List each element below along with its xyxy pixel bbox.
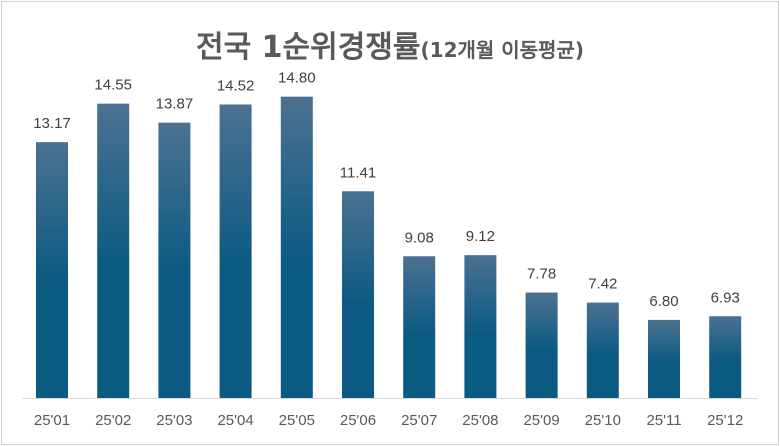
bar (709, 316, 742, 398)
data-label: 9.08 (405, 229, 434, 246)
x-tick-label: 25'08 (462, 412, 498, 429)
bar (342, 191, 374, 398)
x-tick-label: 25'04 (217, 412, 253, 429)
bar (586, 302, 619, 398)
x-tick-label: 25'10 (585, 412, 621, 429)
x-tick-label: 25'05 (279, 412, 315, 429)
data-label: 9.12 (466, 228, 495, 245)
data-label: 14.52 (217, 77, 255, 94)
title-main: 전국 1순위경쟁률 (195, 30, 421, 65)
x-tick-label: 25'01 (34, 412, 70, 429)
data-label: 14.80 (278, 70, 316, 87)
bar (648, 319, 680, 398)
x-tick-label: 25'12 (707, 412, 743, 429)
data-label: 13.87 (156, 96, 194, 113)
bar (280, 96, 313, 399)
x-tick-label: 25'09 (523, 412, 559, 429)
bar (158, 122, 191, 398)
data-label: 13.17 (33, 115, 71, 132)
title-subtitle: (12개월 이동평균) (420, 38, 584, 62)
bar (525, 292, 558, 398)
bar (403, 256, 436, 398)
data-label: 7.78 (527, 266, 556, 283)
bar (464, 255, 497, 398)
x-tick-label: 25'02 (95, 412, 131, 429)
data-label: 6.80 (649, 293, 678, 310)
x-tick-label: 25'07 (401, 412, 437, 429)
data-label: 7.42 (588, 276, 617, 293)
data-label: 14.55 (94, 77, 132, 94)
bar (36, 142, 68, 398)
bar (97, 103, 130, 398)
x-tick-label: 25'06 (340, 412, 376, 429)
data-label: 11.41 (340, 164, 376, 181)
bar (219, 104, 252, 398)
x-tick-label: 25'03 (156, 412, 192, 429)
chart-title: 전국 1순위경쟁률(12개월 이동평균) (0, 22, 780, 66)
data-label: 6.93 (711, 289, 740, 306)
x-tick-label: 25'11 (646, 412, 681, 429)
